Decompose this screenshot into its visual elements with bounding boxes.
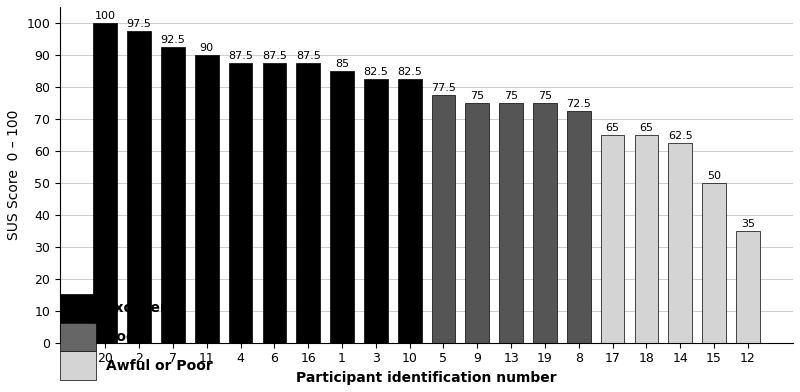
Text: 85: 85 — [335, 59, 349, 69]
Text: Good: Good — [106, 330, 146, 344]
Bar — [466, 103, 489, 343]
Bar — [330, 71, 354, 343]
Text: 87.5: 87.5 — [262, 51, 287, 61]
Bar — [364, 79, 388, 343]
Text: 97.5: 97.5 — [126, 19, 151, 29]
Bar — [398, 79, 422, 343]
Bar — [567, 111, 590, 343]
Bar — [229, 63, 252, 343]
Text: Excellent: Excellent — [106, 301, 177, 316]
Bar — [634, 135, 658, 343]
Text: 65: 65 — [606, 123, 620, 133]
Text: 75: 75 — [538, 91, 552, 101]
Bar — [195, 55, 218, 343]
Bar — [296, 63, 320, 343]
Bar — [161, 47, 185, 343]
Bar — [702, 183, 726, 343]
Bar — [432, 95, 455, 343]
Text: 75: 75 — [470, 91, 484, 101]
Bar — [262, 63, 286, 343]
Text: 65: 65 — [639, 123, 654, 133]
Bar — [669, 143, 692, 343]
Text: 87.5: 87.5 — [296, 51, 321, 61]
Bar — [736, 231, 760, 343]
Text: 82.5: 82.5 — [363, 67, 388, 77]
Y-axis label: SUS Score  0 – 100: SUS Score 0 – 100 — [7, 110, 21, 240]
Bar — [601, 135, 625, 343]
Bar — [127, 31, 151, 343]
Bar — [94, 23, 117, 343]
Text: 92.5: 92.5 — [161, 35, 186, 45]
Text: Awful or Poor: Awful or Poor — [106, 359, 213, 373]
X-axis label: Participant identification number: Participant identification number — [296, 371, 557, 385]
Bar — [499, 103, 523, 343]
Text: 87.5: 87.5 — [228, 51, 253, 61]
Text: 82.5: 82.5 — [398, 67, 422, 77]
Text: 75: 75 — [504, 91, 518, 101]
Text: 90: 90 — [200, 44, 214, 53]
Text: 100: 100 — [94, 11, 116, 21]
Bar — [533, 103, 557, 343]
Text: 50: 50 — [707, 171, 721, 181]
Text: 72.5: 72.5 — [566, 99, 591, 109]
Text: 62.5: 62.5 — [668, 131, 693, 141]
Text: 35: 35 — [741, 219, 755, 229]
Text: 77.5: 77.5 — [431, 83, 456, 93]
